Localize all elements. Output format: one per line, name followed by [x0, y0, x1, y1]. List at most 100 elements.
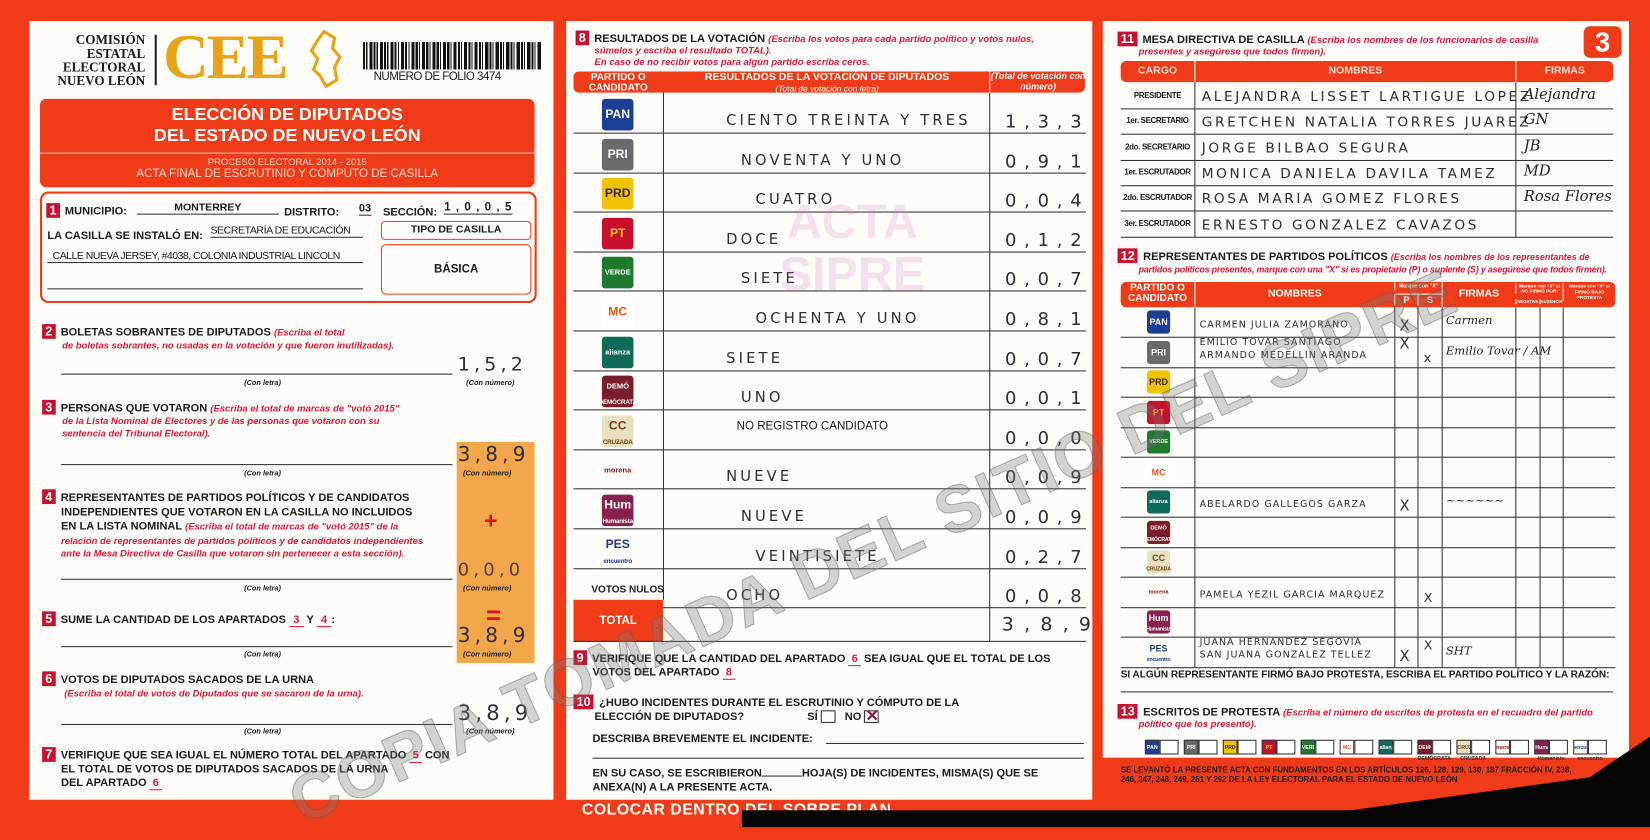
party-logo-label: alianza — [1149, 498, 1168, 506]
row-line — [1120, 516, 1616, 518]
results-header — [573, 71, 1085, 93]
party-logo-encuentro-icon: PES encuentro — [602, 534, 634, 566]
protest-count-box[interactable] — [1471, 739, 1491, 755]
section-badge: 1 — [46, 203, 60, 218]
protest-count-box[interactable] — [1198, 739, 1218, 755]
vote-letter: CUATRO — [755, 191, 836, 209]
ref: 6 — [848, 652, 861, 667]
vote-number: 0 , 0 , 1 — [1004, 388, 1083, 410]
row-line — [1120, 236, 1614, 238]
protest-count-box[interactable] — [1354, 739, 1374, 755]
protest-count-box[interactable] — [1393, 739, 1413, 755]
party-logo-label: PES — [605, 538, 630, 551]
text: ¿HUBO INCIDENTES DURANTE EL ESCRUTINIO Y… — [599, 696, 960, 710]
party-logo-prd-icon: PRD — [601, 178, 634, 210]
section-13-title: 13 ESCRITOS DE PROTESTA (Escriba el númer… — [1117, 703, 1593, 719]
tipo-label: TIPO DE CASILLA — [380, 220, 532, 240]
hint: súmelos y escriba el resultado TOTAL). — [594, 45, 772, 56]
protest-count-box[interactable] — [1587, 739, 1607, 755]
protest-party-demócrata-icon: DEMÓCRATA — [1417, 739, 1433, 755]
subtitle: ACTA FINAL DE ESCRUTINIO Y COMPUTO DE CA… — [136, 167, 439, 180]
protest-party-alianza-icon: alianza — [1378, 739, 1394, 755]
representantes-votaron-value: 0,0,0 — [457, 559, 525, 581]
title: BOLETAS SOBRANTES DE DIPUTADOS — [60, 326, 271, 339]
divider — [662, 92, 665, 600]
municipio-value: MONTERREY — [136, 202, 279, 215]
text: VERIFIQUE QUE SEA IGUAL EL NÚMERO TOTAL … — [60, 749, 407, 762]
section-11-title: 11 MESA DIRECTIVA DE CASILLA (Escriba los… — [1117, 31, 1538, 47]
col-names-header: NOMBRES — [1194, 61, 1515, 83]
row-line — [573, 211, 1086, 213]
protest-count-box[interactable] — [1432, 739, 1452, 755]
si-checkbox[interactable] — [820, 710, 836, 724]
protest-line[interactable] — [1120, 691, 1614, 693]
title: PERSONAS QUE VOTARON — [60, 401, 208, 415]
ref: 8 — [722, 666, 736, 680]
signature: MD — [1523, 162, 1551, 180]
title-line: DEL ESTADO DE NUEVO LEÓN — [153, 125, 421, 146]
con-letra-label: (Con letra) — [244, 585, 281, 593]
legal-text: SE LEVANTÓ LA PRESENTE ACTA CON FUNDAMEN… — [1121, 765, 1572, 784]
section-12-title: 12 REPRESENTANTES DE PARTIDOS POLÍTICOS (… — [1117, 248, 1590, 264]
hint: (Escriba el número de escritos de protes… — [1282, 707, 1593, 718]
party-logo-demócrata-icon: DEMÓ DEMÓCRATA — [599, 375, 637, 408]
party-logo-label: PAN — [1149, 316, 1168, 328]
party-name-caption: DEMÓCRATA — [1142, 536, 1175, 543]
row-line — [573, 330, 1086, 332]
section-6-title: 6 VOTOS DE DIPUTADOS SACADOS DE LA URNA — [42, 671, 314, 687]
vote-number: 0 , 0 , 9 — [1004, 507, 1083, 529]
party-logo-label: morena — [604, 466, 632, 475]
hint: sentencia del Tribunal Electoral). — [62, 428, 211, 439]
vote-letter: UNO — [740, 389, 784, 407]
col-number-header: (Total de votación con número) — [989, 70, 1086, 93]
votos-urna-value: 3,8,9 — [457, 699, 533, 726]
describe-line[interactable] — [826, 742, 1084, 744]
hint: En caso de no recibir votos para algún p… — [594, 56, 870, 68]
protest-party-pan-icon: PAN — [1144, 739, 1160, 755]
party-logo-label: PAN — [605, 108, 631, 122]
party-logo-label: PRD — [604, 187, 631, 201]
col-negativa-header: NEGATIVA — [1515, 298, 1539, 305]
title: ESCRITOS DE PROTESTA — [1143, 706, 1280, 719]
party-logo-verde-icon: VERDE — [1147, 430, 1171, 454]
section-badge: 6 — [42, 671, 56, 687]
hint: (Escriba los votos para cada partido pol… — [768, 33, 1034, 45]
party-name-caption: encuentro — [603, 558, 633, 565]
party-logo-humanista-icon: Hum Humanista — [1146, 610, 1171, 634]
row-line — [1120, 185, 1614, 187]
text: CON — [424, 749, 450, 762]
title: REPRESENTANTES DE PARTIDOS POLÍTICOS Y D… — [60, 491, 410, 505]
cargo: PRESIDENTE — [1133, 90, 1182, 100]
section-badge: 10 — [573, 694, 594, 710]
describe-line[interactable] — [592, 757, 1084, 759]
row-line — [1120, 606, 1616, 608]
protest-count-box[interactable] — [1548, 739, 1568, 755]
row-line — [573, 369, 1086, 372]
con-numero-label: (Con número) — [463, 585, 512, 593]
vote-letter: SIETE — [740, 270, 798, 288]
party-logo-humanista-icon: Hum Humanista — [601, 494, 634, 527]
barcode — [363, 42, 542, 70]
party-logo-pt-icon: PT — [601, 217, 634, 250]
protest-count-box[interactable] — [1510, 739, 1529, 755]
vote-number: 1 , 3 , 3 — [1004, 111, 1083, 133]
row-line — [1120, 486, 1616, 488]
section-badge: 7 — [42, 747, 56, 762]
personas-votaron-value: 3,8,9 — [457, 443, 530, 467]
row-line — [1120, 108, 1614, 110]
protest-party-name: CRUZADA — [1460, 755, 1487, 762]
party-logo-demócrata-icon: DEMÓ DEMÓCRATA — [1143, 520, 1175, 544]
no-checkbox-checked[interactable]: ✕ — [864, 707, 880, 726]
signature: Rosa Flores — [1523, 188, 1612, 206]
protest-count-box[interactable] — [1237, 739, 1257, 755]
col-protest-header: Marque con "X" si FIRMÓ BAJO PROTESTA — [1562, 283, 1616, 301]
protest-count-box[interactable] — [1315, 739, 1335, 755]
protest-count-box[interactable] — [1276, 739, 1296, 755]
protest-party-pt-icon: PT — [1261, 739, 1277, 755]
row-line — [573, 449, 1086, 451]
protest-count-box[interactable] — [1159, 739, 1179, 755]
row-line — [573, 132, 1086, 134]
party-logo-cruzada-icon: CC CRUZADA — [1146, 550, 1171, 574]
official-name: ALEJANDRA LISSET LARTIGUE LOPEZ — [1201, 89, 1532, 106]
propietario-mark: X — [1399, 317, 1412, 335]
